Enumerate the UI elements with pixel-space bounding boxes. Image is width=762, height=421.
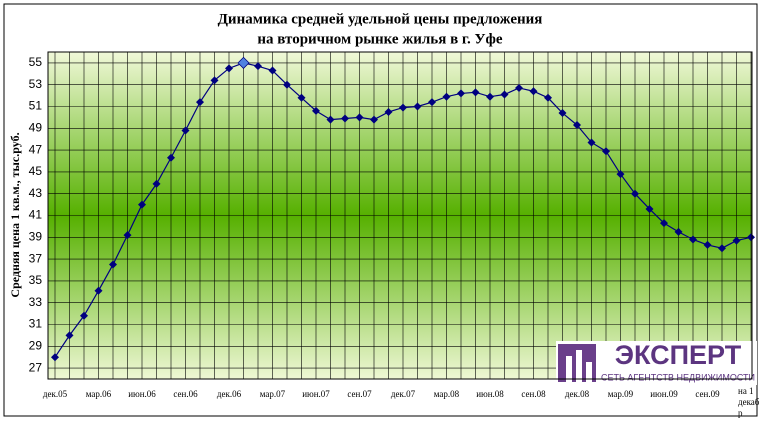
x-tick-label: сен.06 xyxy=(173,389,198,399)
point xyxy=(297,93,306,102)
x-tick-label: дек.05 xyxy=(43,389,68,399)
y-tick-label: 53 xyxy=(29,77,43,91)
x-tick-label: дек.07 xyxy=(391,389,416,399)
x-tick-label: дек.06 xyxy=(217,389,242,399)
point xyxy=(355,113,364,122)
y-tick-label: 31 xyxy=(29,317,43,331)
point xyxy=(573,121,581,130)
point xyxy=(529,87,538,96)
y-tick-label: 35 xyxy=(29,273,43,287)
x-tick-label: сен.08 xyxy=(521,389,546,399)
x-tick-label: мар.09 xyxy=(608,389,634,399)
point xyxy=(65,331,74,340)
point xyxy=(674,227,683,236)
x-tick-label: июн.07 xyxy=(302,389,330,399)
y-axis-label: Средняя цена 1 кв.м., тыс.руб. xyxy=(8,132,22,297)
point xyxy=(616,170,625,179)
y-tick-label: 27 xyxy=(29,360,43,374)
logo-icon-part xyxy=(586,362,592,382)
y-tick-label: 33 xyxy=(29,295,43,309)
logo-name: ЭКСПЕРТ xyxy=(615,340,742,370)
x-tick-label: сен.07 xyxy=(347,389,372,399)
point xyxy=(283,80,291,89)
logo-icon-part xyxy=(566,356,572,382)
x-tick-label: мар.06 xyxy=(86,389,112,399)
point xyxy=(312,106,320,115)
x-tick-label: на 1 декабр xyxy=(738,386,760,418)
point xyxy=(471,88,480,97)
point xyxy=(181,126,190,135)
logo-icon-part xyxy=(576,350,582,382)
y-tick-label: 37 xyxy=(29,251,43,265)
point xyxy=(428,98,436,107)
point xyxy=(703,240,712,249)
point xyxy=(109,260,117,269)
x-tick-label: дек.08 xyxy=(565,389,590,399)
x-tick-label: июн.06 xyxy=(128,389,156,399)
x-tick-label: июн.09 xyxy=(650,389,678,399)
point xyxy=(587,138,596,147)
point xyxy=(138,200,146,209)
point xyxy=(326,115,335,124)
y-tick-label: 41 xyxy=(29,208,43,222)
point xyxy=(413,102,422,111)
point xyxy=(237,56,250,69)
chart-title: Динамика средней удельной цены предложен… xyxy=(218,11,543,27)
point xyxy=(225,64,233,73)
chart-subtitle: на вторичном рынке жилья в г. Уфе xyxy=(257,31,503,47)
point xyxy=(254,62,262,71)
point xyxy=(80,311,88,320)
y-tick-label: 49 xyxy=(29,120,43,134)
point xyxy=(486,92,494,101)
point xyxy=(457,89,465,98)
point xyxy=(718,244,726,253)
y-tick-label: 29 xyxy=(29,338,43,352)
point xyxy=(544,93,552,102)
y-tick-label: 45 xyxy=(29,164,43,178)
point xyxy=(268,66,277,75)
logo: ЭКСПЕРТ СЕТЬ АГЕНТСТВ НЕДВИЖИМОСТИ xyxy=(556,340,757,385)
point xyxy=(631,189,639,198)
point xyxy=(196,98,204,107)
point xyxy=(500,90,509,99)
point xyxy=(732,236,741,245)
point xyxy=(645,204,654,213)
point xyxy=(515,83,523,92)
point xyxy=(602,147,610,156)
point xyxy=(689,235,697,244)
point xyxy=(341,114,349,123)
point xyxy=(370,115,378,124)
y-tick-label: 39 xyxy=(29,229,43,243)
x-tick-label: мар.07 xyxy=(260,389,286,399)
point xyxy=(399,103,407,112)
y-tick-label: 55 xyxy=(29,55,43,69)
point xyxy=(94,286,103,295)
point xyxy=(442,92,451,101)
point xyxy=(384,107,393,116)
point xyxy=(210,76,219,85)
point xyxy=(152,179,161,188)
point xyxy=(558,109,567,118)
marks xyxy=(51,56,755,362)
logo-tagline: СЕТЬ АГЕНТСТВ НЕДВИЖИМОСТИ xyxy=(601,372,755,382)
x-tick-label: сен.09 xyxy=(695,389,720,399)
y-tick-label: 47 xyxy=(29,142,43,156)
point xyxy=(660,219,668,228)
point xyxy=(747,233,755,242)
y-tick-label: 43 xyxy=(29,186,43,200)
point xyxy=(167,153,175,162)
point xyxy=(51,353,59,362)
point xyxy=(123,231,132,240)
plot-frame xyxy=(47,51,753,380)
x-tick-label: мар.08 xyxy=(434,389,460,399)
y-tick-label: 51 xyxy=(29,99,43,113)
x-tick-label: июн.08 xyxy=(476,389,504,399)
grid xyxy=(48,52,752,379)
